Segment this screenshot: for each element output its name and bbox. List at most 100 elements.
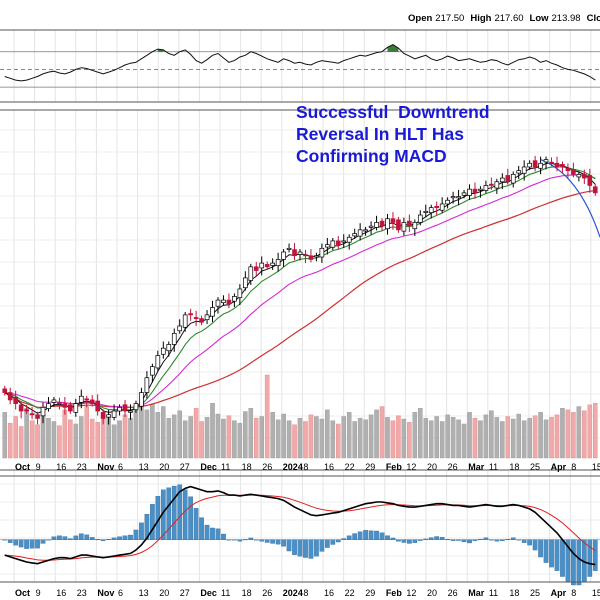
macd-histogram-bar [210,527,215,540]
candle-body [494,181,500,189]
macd-histogram-bar [527,539,532,546]
macd-histogram-bar [543,539,549,563]
volume-bar [582,410,587,459]
macd-histogram-bar [314,539,319,557]
macd-histogram-bar [40,539,46,544]
volume-bar [297,417,303,459]
macd-histogram-bar [35,539,40,549]
volume-bar [576,406,582,459]
macd-histogram-bar [439,536,445,540]
x-tick-label: 27 [180,588,190,598]
x-tick-label: 20 [427,588,437,598]
candle-body [450,196,456,199]
macd-histogram-bar [478,538,483,540]
annotation-line-3: Confirming MACD [296,146,447,166]
volume-bar [341,416,347,459]
volume-bar [489,410,494,459]
candle-body [89,399,95,404]
volume-bar [456,419,461,459]
macd-histogram-bar [461,539,467,543]
x-tick-label: Apr [551,462,567,472]
volume-bar [84,406,90,459]
x-tick-label: 11 [489,462,498,472]
macd-histogram-bar [237,539,243,542]
candle-body [150,366,155,376]
candle-body [516,170,522,174]
x-tick-label: Feb [386,462,403,472]
volume-bar [210,403,215,459]
macd-histogram-bar [423,538,429,540]
volume-bar [122,414,128,459]
macd-histogram-bar [226,539,232,541]
open-value: 217.50 [435,13,464,24]
volume-bar [521,420,527,459]
volume-bar [237,422,243,459]
candle-body [456,196,461,199]
candle-body [100,411,106,419]
volume-bar [303,421,308,459]
volume-bar [2,412,8,459]
x-tick-label: 18 [242,588,252,598]
x-tick-label: 16 [56,462,66,472]
candle-body [122,404,128,412]
candle-body [24,409,29,412]
low-value: 213.98 [552,13,581,24]
candle-body [483,185,489,191]
macd-histogram-bar [57,535,62,540]
volume-bar [352,421,357,459]
candle-body [374,222,379,228]
x-tick-label: 20 [427,462,437,472]
chart-annotation: Successful Downtrend Reversal In HLT Has… [296,101,536,167]
x-tick-label: 22 [345,588,355,598]
candle-body [297,251,303,255]
volume-bar [330,420,336,459]
x-tick-label: 6 [118,462,123,472]
macd-histogram-bar [445,539,450,540]
volume-bar [161,406,166,459]
macd-histogram-bar [467,539,472,544]
candle-body [68,404,73,412]
volume-bar [57,425,62,459]
macd-histogram-bar [46,539,51,541]
macd-histogram-bar [510,537,516,540]
x-tick-label: 11 [221,588,230,598]
candle-body [232,296,237,302]
candle-body [155,355,161,369]
volume-bar [133,408,139,459]
x-tick-label: 9 [36,462,41,472]
macd-histogram-bar [489,539,494,541]
macd-histogram-bar [532,539,538,551]
volume-bar [554,414,560,459]
volume-bar [319,418,325,459]
x-tick-label: 15 [592,588,600,598]
candle-body [308,255,314,260]
candle-body [237,288,243,299]
candle-body [46,403,51,409]
candle-body [385,218,390,230]
macd-histogram-bar [450,539,456,541]
candle-body [478,188,483,191]
x-tick-label: Mar [468,462,485,472]
candle-body [204,314,210,321]
volume-bar [374,409,379,459]
candle-body [139,392,144,407]
macd-histogram-bar [117,536,122,540]
macd-histogram-bar [379,532,385,540]
x-tick-label: 13 [139,462,149,472]
candle-body [226,299,232,305]
volume-bar [346,412,352,459]
x-tick-label: 8 [571,462,576,472]
candle-body [160,347,166,355]
volume-bar [418,408,423,459]
volume-bar [68,419,73,459]
volume-bar [325,409,330,459]
x-tick-label: 20 [159,588,169,598]
macd-histogram-bar [357,531,363,540]
candle-body [352,233,357,237]
candle-body [264,264,270,268]
x-tick-label: 6 [118,588,123,598]
volume-bar [428,420,434,459]
volume-bar [24,408,29,459]
volume-bar [264,374,270,459]
